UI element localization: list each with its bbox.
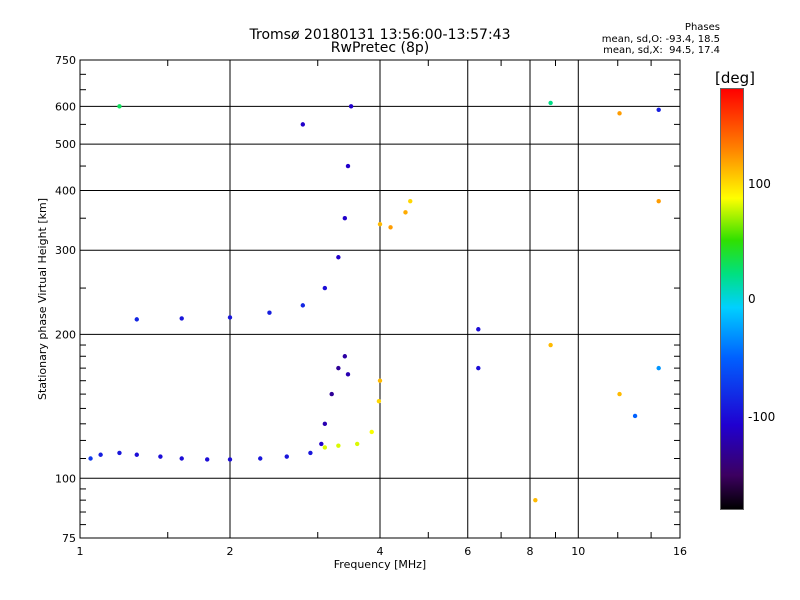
data-point bbox=[342, 354, 348, 359]
y-tick-label: 75 bbox=[62, 532, 76, 545]
data-point bbox=[134, 317, 139, 322]
y-tick-label: 750 bbox=[55, 54, 76, 67]
y-axis-label: Stationary phase Virtual Height [km] bbox=[36, 198, 49, 400]
y-tick-label: 500 bbox=[55, 138, 76, 151]
data-point bbox=[632, 413, 638, 419]
data-point bbox=[322, 285, 328, 291]
x-tick-label: 8 bbox=[527, 545, 534, 558]
colorbar-tick-label: 100 bbox=[748, 177, 771, 191]
data-point bbox=[476, 365, 481, 371]
phases-stats-title: Phases bbox=[684, 22, 720, 33]
y-tick-label: 200 bbox=[55, 328, 76, 341]
data-point bbox=[345, 372, 351, 377]
data-point bbox=[342, 216, 348, 221]
phases-stats-x: mean, sd,X: 94.5, 17.4 bbox=[603, 45, 720, 56]
data-point bbox=[617, 391, 622, 397]
data-point bbox=[336, 443, 341, 448]
data-point bbox=[227, 457, 233, 462]
data-point bbox=[377, 378, 383, 383]
data-point bbox=[134, 452, 139, 457]
data-point bbox=[548, 342, 553, 348]
colorbar-unit-label: [deg] bbox=[715, 69, 755, 87]
data-point bbox=[204, 457, 210, 462]
plot-frame bbox=[79, 59, 681, 539]
data-point bbox=[403, 210, 408, 215]
data-point bbox=[656, 107, 661, 113]
data-point bbox=[408, 198, 413, 204]
y-tick-label: 600 bbox=[55, 100, 76, 113]
y-tick-label: 100 bbox=[55, 472, 76, 485]
x-tick-label: 10 bbox=[571, 545, 585, 558]
colorbar-tick-label: -100 bbox=[748, 410, 776, 424]
x-tick-label: 6 bbox=[464, 545, 471, 558]
data-point bbox=[322, 421, 328, 427]
data-point bbox=[300, 303, 306, 308]
data-points bbox=[88, 100, 661, 503]
data-point bbox=[158, 454, 163, 459]
data-point bbox=[476, 327, 481, 332]
chart-subtitle: RwPretec (8p) bbox=[330, 40, 430, 56]
y-tick-label: 300 bbox=[55, 244, 76, 257]
data-point bbox=[267, 310, 272, 315]
x-tick-label: 16 bbox=[673, 545, 687, 558]
axis-ticks: 1 2 4 6 8 10 16 75 100 200 300 400 500 600 750 bbox=[55, 54, 687, 558]
colorbar-tick-label: 0 bbox=[748, 292, 756, 306]
data-point bbox=[284, 454, 289, 459]
phases-stats-o: mean, sd,O: -93.4, 18.5 bbox=[601, 34, 720, 45]
data-point bbox=[98, 452, 103, 457]
data-point bbox=[376, 398, 382, 404]
data-point bbox=[388, 225, 393, 230]
data-point bbox=[300, 122, 306, 127]
x-axis-label: Frequency [MHz] bbox=[334, 558, 426, 571]
data-point bbox=[227, 315, 233, 320]
data-point bbox=[377, 222, 383, 227]
data-point bbox=[336, 255, 341, 260]
data-point bbox=[117, 104, 122, 109]
data-point bbox=[322, 445, 328, 450]
data-point bbox=[117, 450, 122, 456]
data-point bbox=[179, 316, 184, 321]
phase-colorbar bbox=[720, 88, 744, 510]
x-tick-label: 2 bbox=[227, 545, 234, 558]
data-point bbox=[336, 365, 341, 371]
data-point bbox=[548, 100, 553, 106]
data-point bbox=[179, 456, 184, 461]
y-tick-label: 400 bbox=[55, 184, 76, 197]
data-point bbox=[258, 456, 263, 461]
data-point bbox=[329, 391, 334, 397]
grid-lines bbox=[80, 60, 680, 538]
x-tick-label: 4 bbox=[377, 545, 384, 558]
data-point bbox=[319, 441, 324, 447]
data-point bbox=[308, 450, 313, 456]
data-point bbox=[348, 104, 354, 109]
data-point bbox=[354, 441, 360, 447]
chart-title: Tromsø 20180131 13:56:00-13:57:43 bbox=[249, 27, 511, 43]
data-point bbox=[617, 111, 622, 116]
data-point bbox=[533, 497, 538, 503]
data-point bbox=[369, 429, 374, 435]
data-point bbox=[345, 163, 351, 169]
x-tick-label: 1 bbox=[77, 545, 84, 558]
data-point bbox=[656, 198, 661, 204]
data-point bbox=[88, 456, 93, 461]
data-point bbox=[656, 365, 661, 371]
